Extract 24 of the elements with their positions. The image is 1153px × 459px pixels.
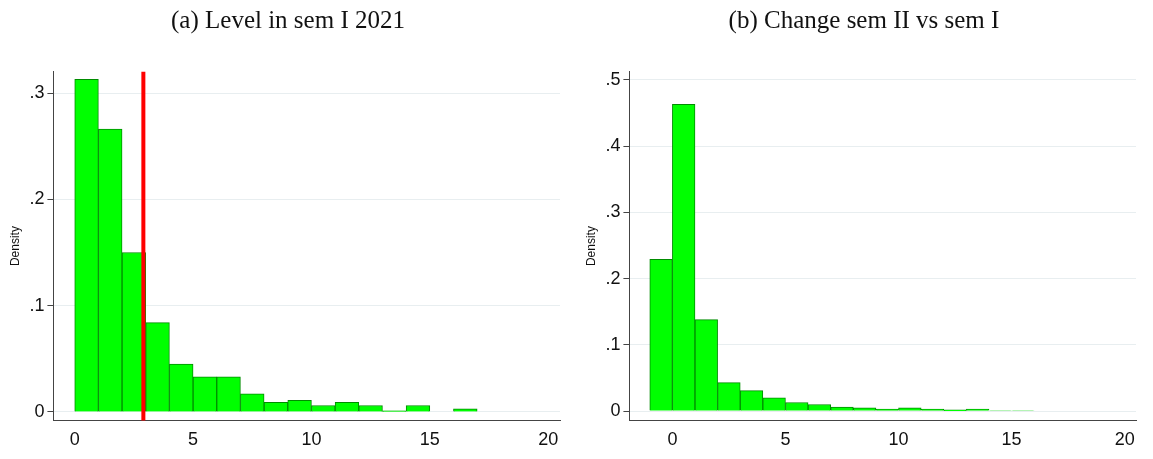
y-tick-label: .1	[29, 294, 45, 315]
y-tick-label: 0	[34, 400, 45, 421]
y-tick-label: .5	[605, 68, 621, 89]
y-tick-label: .2	[29, 188, 45, 209]
x-tick-label: 15	[419, 429, 440, 450]
y-tick-label: 0	[610, 400, 621, 421]
x-tick-label: 20	[1114, 429, 1135, 450]
y-tick-label: .4	[605, 135, 621, 155]
x-tick-label: 0	[69, 429, 80, 450]
x-tick-label: 20	[538, 429, 559, 450]
y-tick-label: .1	[605, 333, 621, 354]
x-tick-label: 10	[301, 429, 322, 450]
chart-title: (a) Level in sem I 2021	[170, 6, 406, 34]
y-tick-label: .3	[605, 201, 621, 222]
y-axis-title: Density	[7, 226, 22, 267]
x-tick-label: 15	[1001, 429, 1022, 450]
x-tick-label: 10	[888, 429, 909, 450]
chart-title: (b) Change sem II vs sem I	[727, 6, 1001, 34]
x-tick-label: 0	[667, 429, 678, 450]
y-tick-label: .2	[605, 267, 621, 288]
x-tick-label: 5	[780, 429, 791, 450]
y-axis-title: Density	[583, 226, 598, 267]
x-tick-label: 5	[188, 429, 199, 450]
y-tick-label: .3	[29, 82, 45, 103]
